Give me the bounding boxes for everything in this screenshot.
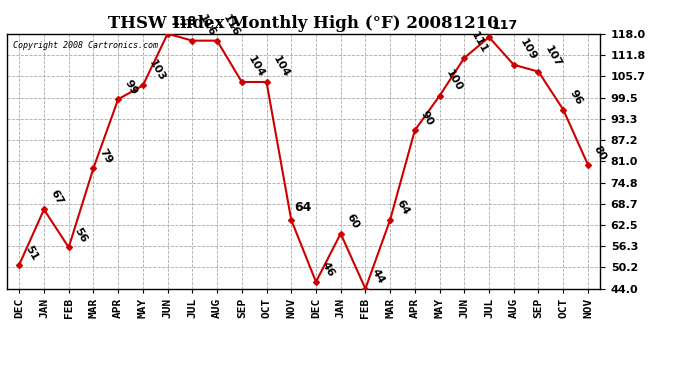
Text: 56: 56 xyxy=(73,226,89,245)
Text: 96: 96 xyxy=(567,88,584,107)
Text: 116: 116 xyxy=(197,13,217,38)
Text: 100: 100 xyxy=(444,68,464,93)
Title: THSW Index Monthly High (°F) 20081210: THSW Index Monthly High (°F) 20081210 xyxy=(108,15,499,32)
Text: 118: 118 xyxy=(170,15,197,28)
Text: 51: 51 xyxy=(23,243,40,262)
Text: 99: 99 xyxy=(122,78,139,96)
Text: 67: 67 xyxy=(48,188,65,207)
Text: 64: 64 xyxy=(394,198,411,217)
Text: 111: 111 xyxy=(469,30,489,55)
Text: 116: 116 xyxy=(221,13,242,38)
Text: 104: 104 xyxy=(246,54,266,79)
Text: 46: 46 xyxy=(320,261,337,279)
Text: 103: 103 xyxy=(147,58,167,82)
Text: 80: 80 xyxy=(592,144,609,162)
Text: 109: 109 xyxy=(518,37,538,62)
Text: 107: 107 xyxy=(542,44,563,69)
Text: 60: 60 xyxy=(345,212,362,231)
Text: Copyright 2008 Cartronics.com: Copyright 2008 Cartronics.com xyxy=(13,41,158,50)
Text: 117: 117 xyxy=(492,19,518,32)
Text: 90: 90 xyxy=(419,109,435,128)
Text: 104: 104 xyxy=(270,54,291,79)
Text: 64: 64 xyxy=(294,201,311,214)
Text: 44: 44 xyxy=(370,267,386,286)
Text: 79: 79 xyxy=(97,147,114,165)
